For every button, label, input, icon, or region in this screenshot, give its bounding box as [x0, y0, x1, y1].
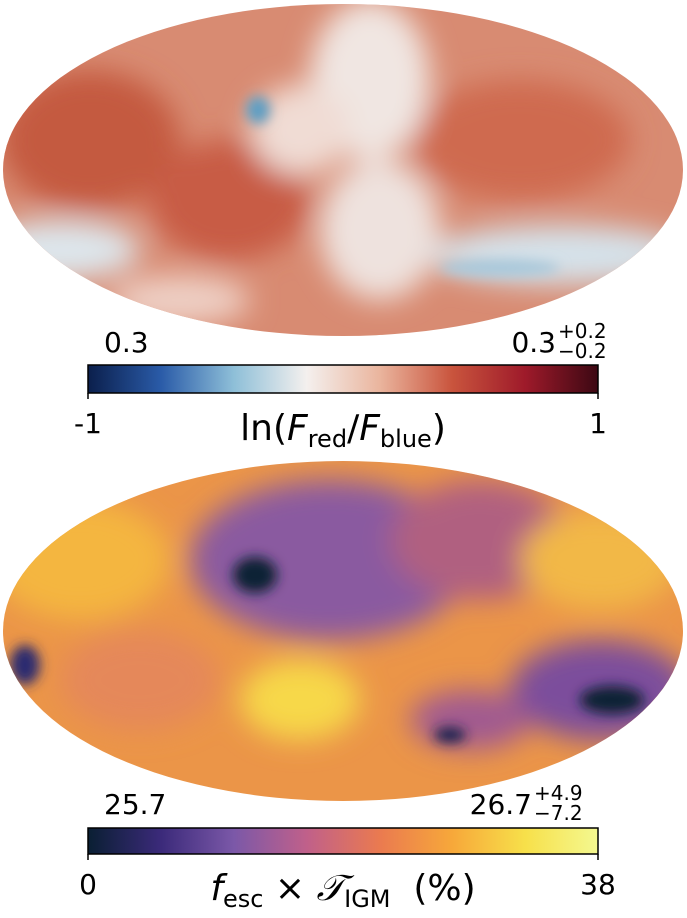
annotation-right: 26.7 — [470, 788, 532, 821]
label-part: ) — [432, 408, 446, 449]
annotation-plus: +4.9 — [534, 781, 583, 805]
label-part: IGM — [344, 885, 390, 913]
colorbar — [87, 827, 599, 855]
sky-map — [3, 461, 683, 801]
label-part: F — [287, 408, 309, 449]
label-part: esc — [223, 885, 263, 913]
label-part: red — [308, 425, 347, 453]
colorbar — [87, 364, 599, 394]
annotation-left: 0.3 — [104, 326, 149, 359]
label-part: F — [359, 408, 381, 449]
label-part: / — [347, 408, 360, 449]
tick-label: 0 — [79, 868, 97, 901]
tick-label: 1 — [589, 407, 607, 440]
label-part: × — [263, 868, 316, 909]
annotation-left: 25.7 — [104, 788, 166, 821]
label-part: blue — [380, 425, 432, 453]
colorbar-label: ln(Fred/Fblue) — [240, 408, 446, 453]
sky-map — [3, 4, 683, 336]
annotation-minus: −7.2 — [534, 801, 583, 825]
annotation-minus: −0.2 — [558, 339, 607, 363]
label-part: ln( — [240, 408, 287, 449]
label-part: (%) — [391, 868, 476, 909]
annotation-right: 0.3 — [511, 326, 556, 359]
tick-label: -1 — [74, 407, 102, 440]
annotation-plus: +0.2 — [558, 319, 607, 343]
colorbar-label: fesc × 𝒯IGM (%) — [210, 868, 475, 913]
tick-label: 38 — [580, 868, 616, 901]
